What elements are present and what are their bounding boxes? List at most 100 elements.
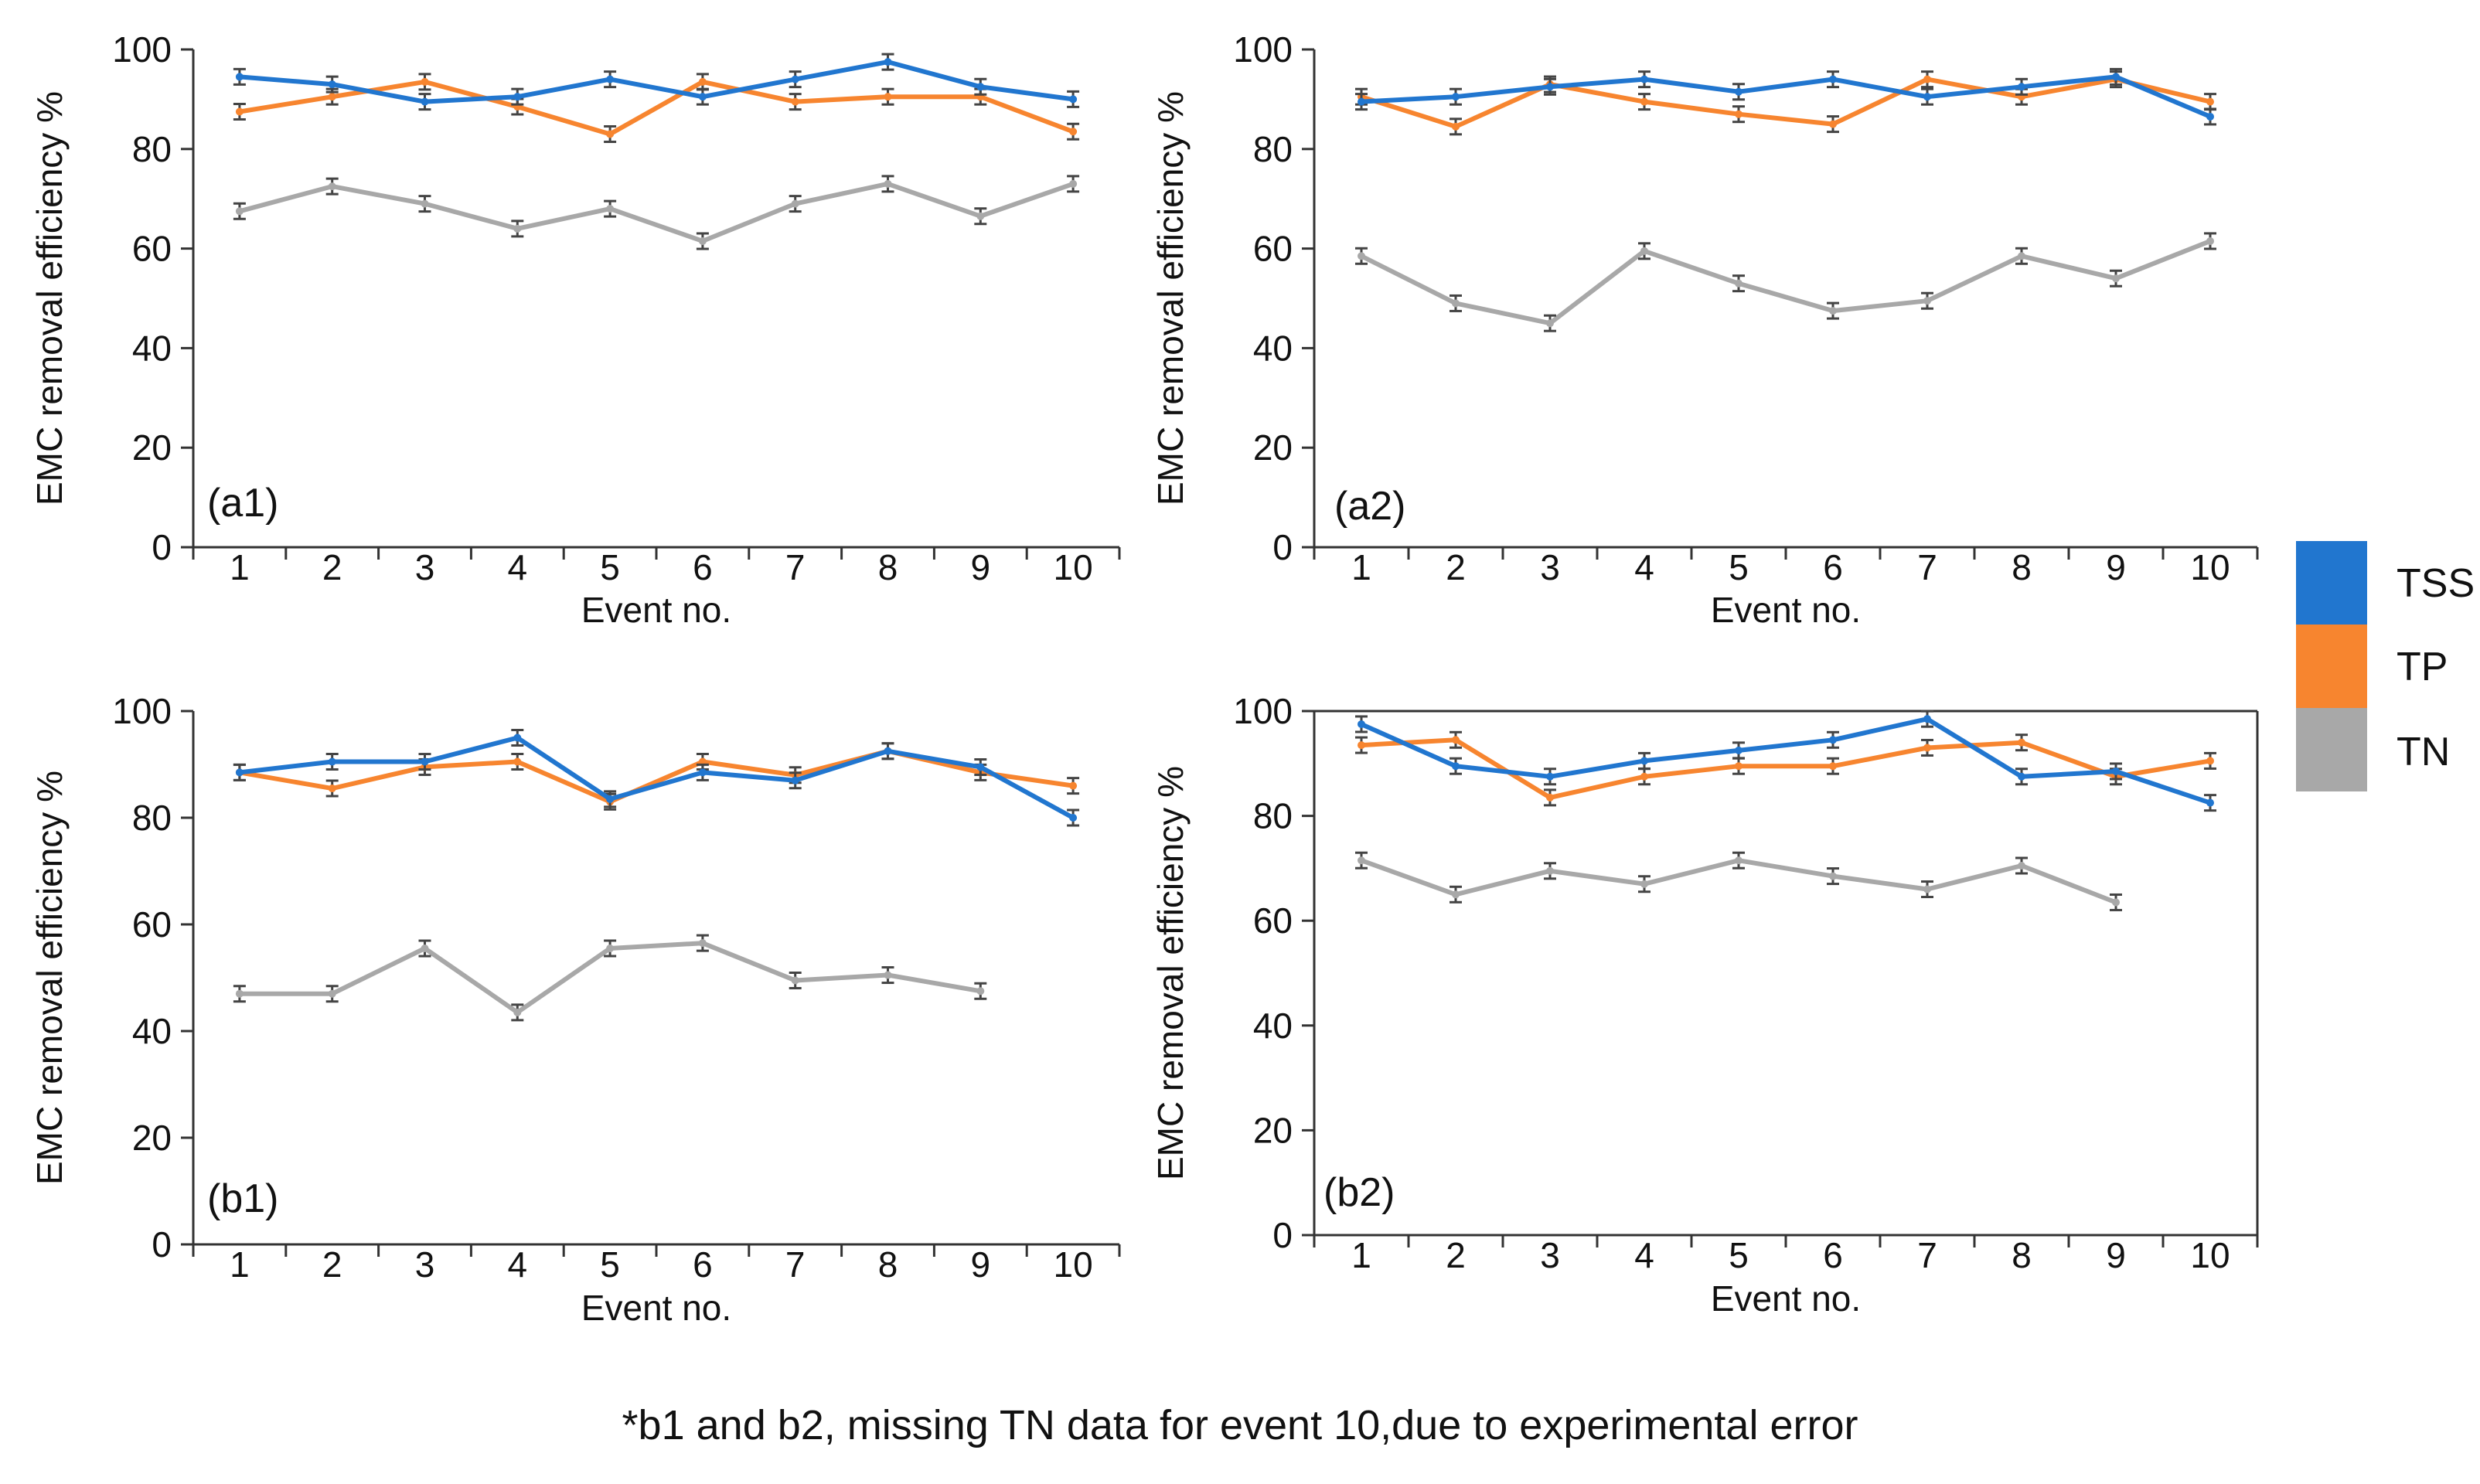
x-tick-label: 10 (2190, 1235, 2230, 1275)
x-tick-label: 5 (600, 547, 620, 587)
legend-swatch-tss (2296, 541, 2367, 625)
data-point-tss (791, 776, 799, 785)
y-axis-title: EMC removal efficiency % (1150, 766, 1191, 1180)
data-point-tss (884, 747, 892, 755)
data-point-tss (976, 83, 985, 91)
data-point-tss (2206, 798, 2214, 807)
data-point-tn (328, 182, 336, 191)
x-tick-label: 8 (878, 547, 898, 587)
data-point-tss (1546, 772, 1554, 781)
data-point-tn (2206, 237, 2214, 245)
data-point-tn (976, 987, 985, 996)
x-tick-label: 8 (2012, 547, 2032, 587)
data-point-tn (1452, 890, 1460, 899)
y-tick-label: 0 (152, 1224, 172, 1264)
data-point-tn (1640, 880, 1648, 888)
data-point-tp (235, 107, 244, 116)
data-point-tss (1640, 757, 1648, 765)
x-tick-label: 7 (1917, 547, 1937, 587)
data-point-tp (1069, 128, 1078, 136)
series-line-tp (239, 748, 1074, 805)
x-tick-label: 4 (1634, 547, 1654, 587)
x-axis-title: Event no. (581, 590, 731, 630)
data-point-tp (513, 757, 522, 766)
x-tick-label: 8 (2012, 1235, 2032, 1275)
data-point-tn (1358, 856, 1365, 865)
x-tick-label: 4 (508, 1244, 528, 1285)
series-tp (1355, 730, 2216, 807)
data-point-tn (698, 237, 707, 245)
x-tick-label: 10 (1054, 547, 1093, 587)
x-tick-label: 7 (1917, 1235, 1937, 1275)
legend-swatch-tn (2296, 708, 2367, 791)
series-tn (233, 934, 987, 1022)
data-point-tss (698, 768, 707, 777)
data-point-tss (421, 757, 429, 766)
series-tss (233, 729, 1080, 827)
series-line-tn (1360, 239, 2212, 326)
data-point-tss (1735, 87, 1742, 96)
data-point-tp (1069, 781, 1078, 790)
x-tick-label: 5 (600, 1244, 620, 1285)
data-point-tp (606, 130, 615, 138)
y-tick-label: 0 (1272, 527, 1293, 567)
data-point-tp (1923, 75, 1931, 83)
x-tick-label: 5 (1729, 547, 1749, 587)
y-tick-label: 60 (132, 229, 172, 269)
data-point-tss (2112, 73, 2120, 81)
data-point-tss (1069, 814, 1078, 822)
data-point-tss (2018, 772, 2025, 781)
chart-panel-4: 0 20 40 60 80 100 1 2 3 4 5 6 7 8 9 10 Event no. EMC remo… (1150, 691, 2259, 1319)
y-tick-label: 80 (132, 798, 172, 838)
y-tick-label: 40 (1253, 1006, 1293, 1046)
data-point-tn (606, 945, 615, 953)
y-tick-label: 40 (1253, 328, 1293, 368)
y-tick-label: 80 (1253, 129, 1293, 169)
x-tick-label: 2 (322, 1244, 342, 1285)
data-point-tp (1452, 736, 1460, 744)
data-point-tss (328, 80, 336, 89)
data-point-tp (1546, 793, 1554, 802)
panel-label: (b2) (1323, 1170, 1395, 1215)
x-tick-label: 9 (2106, 1235, 2126, 1275)
y-tick-label: 60 (1253, 900, 1293, 941)
series-tn (1355, 851, 2122, 911)
y-tick-label: 100 (112, 29, 172, 70)
data-point-tn (884, 971, 892, 979)
x-tick-label: 3 (415, 1244, 435, 1285)
y-tick-label: 100 (112, 691, 172, 731)
x-tick-label: 1 (1351, 1235, 1371, 1275)
x-tick-label: 6 (1823, 1235, 1843, 1275)
data-point-tn (513, 224, 522, 233)
x-tick-label: 9 (2106, 547, 2126, 587)
y-axis-title: EMC removal efficiency % (29, 91, 70, 505)
data-point-tss (235, 768, 244, 777)
data-point-tp (1923, 744, 1931, 752)
x-tick-label: 3 (1540, 1235, 1560, 1275)
data-point-tn (235, 989, 244, 998)
series-line-tss (239, 735, 1075, 820)
series-tp (233, 73, 1080, 143)
data-point-tn (421, 945, 429, 953)
data-point-tss (1923, 715, 1931, 723)
series-tn (233, 175, 1080, 250)
y-axis-title: EMC removal efficiency % (29, 771, 70, 1185)
data-point-tp (1358, 741, 1365, 750)
x-tick-label: 2 (1446, 1235, 1466, 1275)
series-line-tp (1361, 737, 2211, 800)
x-tick-label: 2 (322, 547, 342, 587)
y-tick-label: 100 (1233, 691, 1293, 731)
data-point-tp (1640, 97, 1648, 106)
series-tn (1355, 232, 2216, 332)
x-axis-title: Event no. (1711, 1278, 1861, 1319)
y-tick-label: 0 (1272, 1215, 1293, 1255)
data-point-tss (1640, 75, 1648, 83)
series-line-tss (1361, 74, 2212, 119)
y-tick-label: 80 (1253, 796, 1293, 836)
data-point-tn (1069, 179, 1078, 188)
data-point-tp (328, 93, 336, 101)
data-point-tss (2018, 83, 2025, 91)
data-point-tss (1829, 75, 1837, 83)
data-point-tn (2018, 252, 2025, 260)
data-point-tss (1923, 93, 1931, 101)
